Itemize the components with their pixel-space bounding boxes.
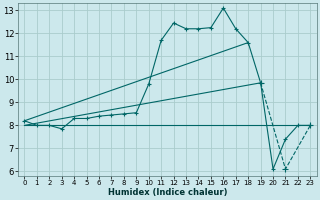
X-axis label: Humidex (Indice chaleur): Humidex (Indice chaleur)	[108, 188, 227, 197]
